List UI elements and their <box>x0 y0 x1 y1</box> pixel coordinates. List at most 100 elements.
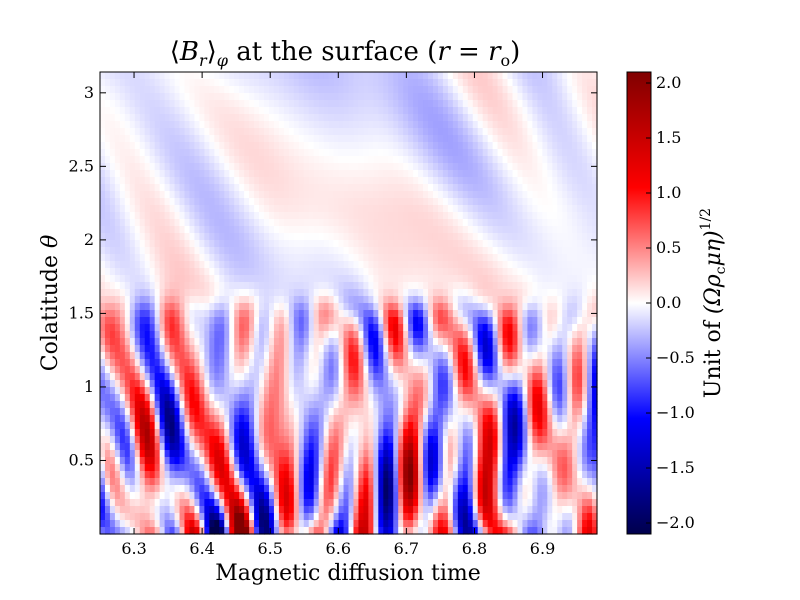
heatmap-cell <box>109 324 116 332</box>
heatmap-cell <box>100 72 106 80</box>
heatmap-cell <box>447 177 454 185</box>
heatmap-cell <box>552 415 558 423</box>
heatmap-cell <box>264 289 270 297</box>
heatmap-cell <box>437 359 444 367</box>
heatmap-cell <box>442 128 449 136</box>
heatmap-cell <box>462 149 469 157</box>
heatmap-cell <box>288 100 295 108</box>
heatmap-cell <box>219 317 225 325</box>
heatmap-cell <box>423 408 429 416</box>
heatmap-cell <box>124 401 131 409</box>
heatmap-cell <box>432 135 439 143</box>
heatmap-cell <box>502 289 509 297</box>
heatmap-cell <box>219 72 225 80</box>
heatmap-cell <box>423 212 429 220</box>
heatmap-cell <box>522 240 529 248</box>
heatmap-cell <box>532 254 538 262</box>
heatmap-cell <box>278 233 285 241</box>
heatmap-cell <box>204 275 210 283</box>
heatmap-cell <box>134 100 141 108</box>
heatmap-cell <box>542 205 548 213</box>
heatmap-cell <box>348 275 355 283</box>
heatmap-cell <box>557 142 563 150</box>
heatmap-cell <box>363 72 369 80</box>
heatmap-cell <box>343 338 350 346</box>
heatmap-cell <box>104 331 111 339</box>
heatmap-cell <box>532 359 538 367</box>
heatmap-cell <box>413 401 419 409</box>
heatmap-cell <box>403 184 409 192</box>
heatmap-cell <box>447 359 454 367</box>
heatmap-cell <box>487 366 494 374</box>
heatmap-cell <box>552 310 558 318</box>
heatmap-cell <box>447 107 454 115</box>
heatmap-cell <box>587 282 593 290</box>
heatmap-cell <box>224 107 230 115</box>
heatmap-cell <box>373 212 379 220</box>
heatmap-cell <box>298 240 305 248</box>
heatmap-cell <box>283 142 290 150</box>
heatmap-cell <box>348 296 355 304</box>
heatmap-cell <box>547 415 553 423</box>
heatmap-cell <box>577 254 583 262</box>
heatmap-cell <box>567 170 573 178</box>
heatmap-cell <box>244 79 250 87</box>
heatmap-cell <box>383 226 389 234</box>
heatmap-cell <box>318 163 325 171</box>
heatmap-cell <box>224 310 230 318</box>
heatmap-cell <box>467 219 474 227</box>
heatmap-cell <box>562 387 568 395</box>
heatmap-cell <box>487 296 494 304</box>
heatmap-cell <box>487 72 494 80</box>
heatmap-cell <box>124 247 131 255</box>
heatmap-cell <box>134 401 141 409</box>
heatmap-cell <box>134 282 141 290</box>
heatmap-cell <box>547 387 553 395</box>
heatmap-cell <box>358 380 365 388</box>
heatmap-cell <box>229 191 235 199</box>
heatmap-cell <box>502 366 509 374</box>
heatmap-cell <box>298 121 305 129</box>
heatmap-cell <box>129 135 136 143</box>
heatmap-cell <box>353 205 360 213</box>
heatmap-cell <box>283 93 290 101</box>
heatmap-cell <box>452 114 459 122</box>
heatmap-cell <box>432 184 439 192</box>
heatmap-cell <box>244 100 250 108</box>
heatmap-cell <box>452 394 459 402</box>
heatmap-cell <box>378 205 384 213</box>
heatmap-cell <box>497 282 504 290</box>
heatmap-cell <box>537 317 543 325</box>
heatmap-cell <box>373 261 379 269</box>
heatmap-cell <box>254 247 260 255</box>
heatmap-cell <box>353 345 360 353</box>
heatmap-cell <box>592 142 598 150</box>
heatmap-cell <box>184 282 191 290</box>
heatmap-cell <box>338 275 345 283</box>
heatmap-cell <box>418 345 424 353</box>
heatmap-cell <box>592 135 598 143</box>
heatmap-cell <box>462 226 469 234</box>
heatmap-cell <box>562 184 568 192</box>
heatmap-cell <box>239 373 245 381</box>
heatmap-cell <box>517 198 524 206</box>
heatmap-cell <box>462 114 469 122</box>
heatmap-cell <box>159 275 166 283</box>
heatmap-cell <box>393 240 399 248</box>
heatmap-cell <box>592 114 598 122</box>
heatmap-cell <box>393 170 399 178</box>
heatmap-cell <box>477 114 484 122</box>
heatmap-cell <box>199 345 205 353</box>
heatmap-cell <box>328 114 335 122</box>
heatmap-cell <box>194 233 200 241</box>
heatmap-cell <box>542 282 548 290</box>
heatmap-cell <box>492 72 499 80</box>
heatmap-cell <box>298 261 305 269</box>
heatmap-cell <box>373 191 379 199</box>
heatmap-cell <box>572 240 578 248</box>
heatmap-cell <box>592 359 598 367</box>
heatmap-cell <box>358 394 365 402</box>
heatmap-cell <box>582 296 588 304</box>
heatmap-cell <box>403 338 409 346</box>
heatmap-cell <box>413 408 419 416</box>
